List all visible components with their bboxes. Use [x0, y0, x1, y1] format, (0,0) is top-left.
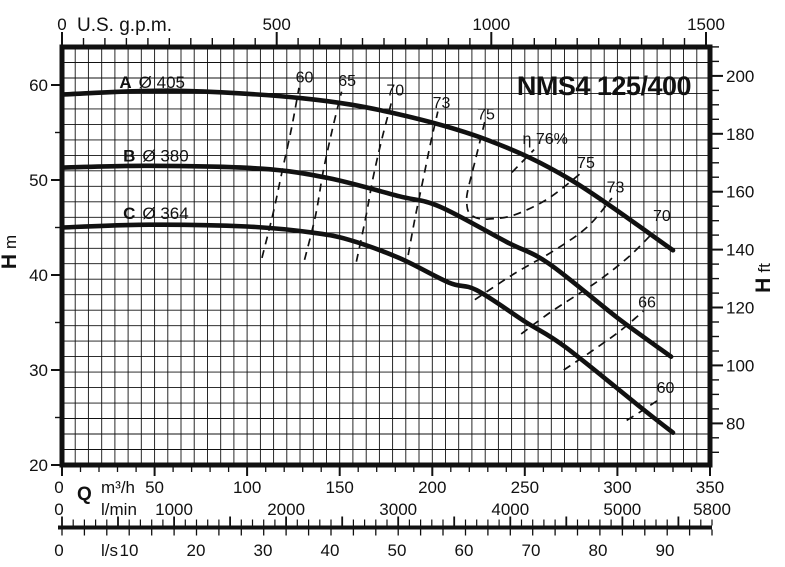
- right-axis-tick-label: 180: [726, 125, 754, 144]
- efficiency-line-70-rising: [355, 101, 393, 262]
- grid: [62, 47, 710, 465]
- left-axis-tick-label: 30: [29, 361, 48, 380]
- ls-axis-tick-label: 10: [120, 541, 139, 560]
- lmin-axis-tick-label: 5000: [603, 500, 641, 519]
- ls-axis-tick-label: 30: [254, 541, 273, 560]
- top-axis-tick-label: 1500: [687, 15, 725, 34]
- efficiency-line-76-leader: [511, 149, 535, 173]
- efficiency-label: η 76%: [523, 131, 568, 148]
- efficiency-label: 60: [296, 69, 314, 86]
- efficiency-label: 66: [638, 295, 656, 312]
- efficiency-label: 73: [433, 95, 451, 112]
- m3h-axis-tick-label: 100: [233, 478, 261, 497]
- left-axis-tick-label: 20: [29, 456, 48, 475]
- flow-axis-unit-lmin: l/min: [101, 500, 137, 519]
- ls-axis-tick-label: 90: [656, 541, 675, 560]
- efficiency-label: 65: [338, 73, 356, 90]
- right-axis-tick-label: 140: [726, 241, 754, 260]
- left-axis-tick-label: 60: [29, 76, 48, 95]
- efficiency-line-65-rising: [303, 91, 343, 261]
- m3h-axis-tick-label: 300: [603, 478, 631, 497]
- ls-axis-zero-label: 0: [54, 541, 63, 560]
- efficiency-label: 60: [657, 380, 675, 397]
- curve-C: [59, 222, 676, 435]
- left-axis-tick-label: 40: [29, 266, 48, 285]
- m3h-axis-tick-label: 50: [145, 478, 164, 497]
- efficiency-label: 75: [477, 106, 495, 123]
- lmin-axis-tick-label: 1000: [155, 500, 193, 519]
- axis-labels: 0 500 1000 15002030405060801001201401601802…: [29, 15, 754, 560]
- top-axis-tick-label: 500: [262, 15, 290, 34]
- efficiency-label: 73: [607, 180, 625, 197]
- axis-ticks: [51, 32, 723, 536]
- m3h-axis-tick-label: 250: [511, 478, 539, 497]
- head-axis-unit-ft: Hft: [752, 263, 775, 293]
- efficiency-line-73-falling: [474, 197, 613, 301]
- ls-axis-tick-label: 60: [455, 541, 474, 560]
- curve-A: [59, 88, 676, 253]
- efficiency-label: 75: [577, 155, 595, 172]
- ls-axis-tick-label: 20: [187, 541, 206, 560]
- left-axis-tick-label: 50: [29, 171, 48, 190]
- top-axis-unit: U.S. g.p.m.: [77, 15, 172, 36]
- top-axis-tick-label: 0: [57, 15, 66, 34]
- m3h-axis-tick-label: 200: [418, 478, 446, 497]
- lmin-axis-tick-label: 2000: [267, 500, 305, 519]
- flow-axis-unit-m3h: m³/h: [101, 478, 135, 497]
- efficiency-label: 70: [386, 83, 404, 100]
- lmin-axis-tick-label: 3000: [379, 500, 417, 519]
- curve-B: [59, 163, 674, 359]
- efficiency-line-75-loop: [465, 121, 585, 221]
- efficiency-line-73-rising: [407, 111, 439, 256]
- plot-frame: [59, 44, 713, 468]
- right-axis-tick-label: 200: [726, 67, 754, 86]
- efficiency-lines: [261, 87, 663, 422]
- plot-border: [59, 44, 713, 468]
- m3h-axis-tick-label: 350: [696, 478, 724, 497]
- lmin-axis-tick-label: 4000: [491, 500, 529, 519]
- right-axis-tick-label: 80: [726, 414, 745, 433]
- top-axis-tick-label: 1000: [472, 15, 510, 34]
- chart-title: NMS4 125/400: [517, 71, 691, 101]
- efficiency-line-66-falling: [563, 310, 644, 371]
- lmin-axis-zero-label: 0: [54, 500, 63, 519]
- right-axis-tick-label: 120: [726, 299, 754, 318]
- m3h-axis-zero-label: 0: [54, 478, 63, 497]
- lmin-axis-tick-label: 5800: [693, 500, 731, 519]
- ls-axis-tick-label: 70: [522, 541, 541, 560]
- head-axis-unit-m: Hm: [0, 235, 21, 269]
- flow-axis-unit-ls: l/s: [101, 541, 118, 560]
- ls-axis-tick-label: 50: [388, 541, 407, 560]
- pump-curves: [59, 88, 676, 435]
- m3h-axis-tick-label: 150: [326, 478, 354, 497]
- efficiency-label: 70: [653, 208, 671, 225]
- ls-axis-tick-label: 40: [321, 541, 340, 560]
- ls-axis-tick-label: 80: [589, 541, 608, 560]
- efficiency-line-70-falling: [520, 230, 656, 335]
- right-axis-tick-label: 160: [726, 183, 754, 202]
- right-axis-tick-label: 100: [726, 356, 754, 375]
- flow-axis-prefix: Q: [77, 484, 92, 505]
